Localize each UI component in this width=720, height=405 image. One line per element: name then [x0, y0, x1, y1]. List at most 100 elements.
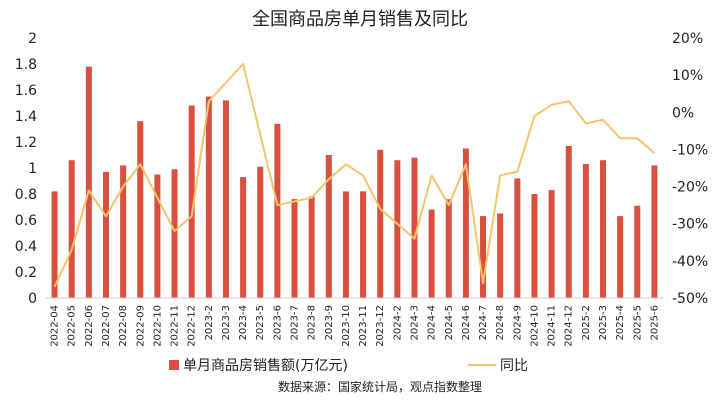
x-tick-label: 2023-2 — [204, 305, 215, 340]
right-axis-tick-label: -30% — [672, 217, 708, 233]
bar — [360, 191, 367, 298]
x-tick-label: 2024-3 — [409, 305, 420, 340]
left-axis-tick-label: 0.6 — [15, 213, 37, 229]
bar — [51, 191, 58, 298]
chart-title: 全国商品房单月销售及同比 — [252, 9, 468, 30]
bar — [342, 191, 349, 298]
bar — [445, 199, 452, 298]
x-tick-label: 2023-5 — [255, 305, 266, 340]
x-tick-label: 2024-10 — [529, 305, 540, 347]
x-tick-label: 2022-10 — [152, 305, 163, 347]
bar — [68, 160, 75, 298]
x-tick-label: 2022-11 — [170, 305, 181, 347]
x-tick-label: 2022-04 — [50, 305, 61, 347]
bar — [102, 171, 109, 298]
bar — [222, 100, 229, 299]
bar — [582, 164, 589, 298]
right-axis-tick-label: 20% — [672, 31, 703, 47]
x-tick-label: 2024-12 — [564, 305, 575, 347]
bar — [377, 149, 384, 298]
bar — [120, 165, 127, 298]
x-tick-label: 2023-8 — [307, 305, 318, 340]
x-axis: 2022-04 2022-05 2022-06 2022-07 2022-08 2022-… — [50, 305, 661, 347]
x-tick-label: 2025-2 — [581, 305, 592, 340]
legend-bar-label: 单月商品房销售额(万亿元) — [183, 358, 348, 374]
x-tick-label: 2024-5 — [444, 305, 455, 340]
x-tick-label: 2025-6 — [649, 305, 660, 340]
legend: 单月商品房销售额(万亿元) 同比 — [169, 358, 528, 374]
left-axis-tick-label: 1.4 — [15, 109, 37, 125]
left-axis-tick-label: 0 — [28, 291, 37, 307]
left-axis: 0 0.2 0.4 0.6 0.8 1 1.2 1.4 1.6 1.8 2 — [15, 31, 37, 307]
x-tick-label: 2022-06 — [84, 305, 95, 347]
bar — [514, 178, 521, 298]
x-tick-label: 2022-12 — [187, 305, 198, 347]
right-axis-tick-label: 10% — [672, 68, 703, 84]
left-axis-tick-label: 0.2 — [15, 265, 37, 281]
legend-bar-swatch — [169, 360, 179, 370]
bar — [565, 145, 572, 298]
x-tick-label: 2023-6 — [272, 305, 283, 340]
bar — [85, 66, 92, 298]
x-tick-label: 2024-11 — [547, 305, 558, 347]
x-tick-label: 2024-6 — [461, 305, 472, 340]
x-tick-label: 2023-3 — [221, 305, 232, 340]
bar — [394, 160, 401, 298]
bar — [548, 190, 555, 298]
bar-series — [51, 66, 658, 299]
bar — [617, 216, 624, 298]
bar — [205, 96, 212, 298]
x-tick-label: 2024-2 — [392, 305, 403, 340]
x-tick-label: 2022-09 — [135, 305, 146, 347]
x-tick-label: 2024-7 — [478, 305, 489, 340]
yoy-line — [53, 63, 656, 288]
right-axis: -50% -40% -30% -20% -10% 0% 10% 20% — [672, 31, 708, 307]
left-axis-tick-label: 2 — [28, 31, 37, 47]
left-axis-tick-label: 1.2 — [15, 135, 37, 151]
x-tick-label: 2022-05 — [67, 305, 78, 347]
x-tick-label: 2024-9 — [512, 305, 523, 340]
right-axis-tick-label: -10% — [672, 142, 708, 158]
left-axis-tick-label: 1.6 — [15, 83, 37, 99]
left-axis-tick-label: 1 — [28, 161, 37, 177]
bar — [651, 165, 658, 298]
source-note: 数据来源：国家统计局，观点指数整理 — [278, 379, 482, 394]
x-tick-label: 2025-3 — [598, 305, 609, 340]
right-axis-tick-label: -40% — [672, 254, 708, 270]
legend-line-label: 同比 — [500, 358, 528, 374]
right-axis-tick-label: -20% — [672, 180, 708, 196]
bar — [531, 194, 538, 298]
right-axis-tick-label: -50% — [672, 291, 708, 307]
right-axis-tick-label: 0% — [672, 105, 694, 121]
bar — [325, 155, 332, 298]
x-tick-label: 2025-4 — [615, 305, 626, 340]
bar — [274, 123, 281, 298]
bar — [428, 209, 435, 298]
bar — [291, 199, 298, 298]
x-tick-label: 2023-10 — [341, 305, 352, 347]
bar — [137, 121, 144, 298]
bar — [257, 166, 264, 298]
x-tick-label: 2024-4 — [427, 305, 438, 340]
bar — [188, 105, 195, 298]
left-axis-tick-label: 0.8 — [15, 187, 37, 203]
x-tick-label: 2023-7 — [290, 305, 301, 340]
bar — [634, 205, 641, 298]
x-tick-label: 2025-5 — [632, 305, 643, 340]
x-tick-label: 2023-4 — [238, 305, 249, 340]
x-tick-label: 2023-12 — [375, 305, 386, 347]
x-tick-label: 2023-9 — [324, 305, 335, 340]
x-tick-label: 2022-07 — [101, 305, 112, 347]
x-tick-label: 2024-8 — [495, 305, 506, 340]
left-axis-tick-label: 0.4 — [15, 239, 37, 255]
bar — [411, 157, 418, 298]
bar — [154, 174, 161, 298]
bar — [600, 160, 607, 298]
bar — [462, 148, 469, 298]
left-axis-tick-label: 1.8 — [15, 57, 37, 73]
bar — [171, 169, 178, 298]
x-tick-label: 2022-08 — [118, 305, 129, 347]
bar — [240, 177, 247, 298]
